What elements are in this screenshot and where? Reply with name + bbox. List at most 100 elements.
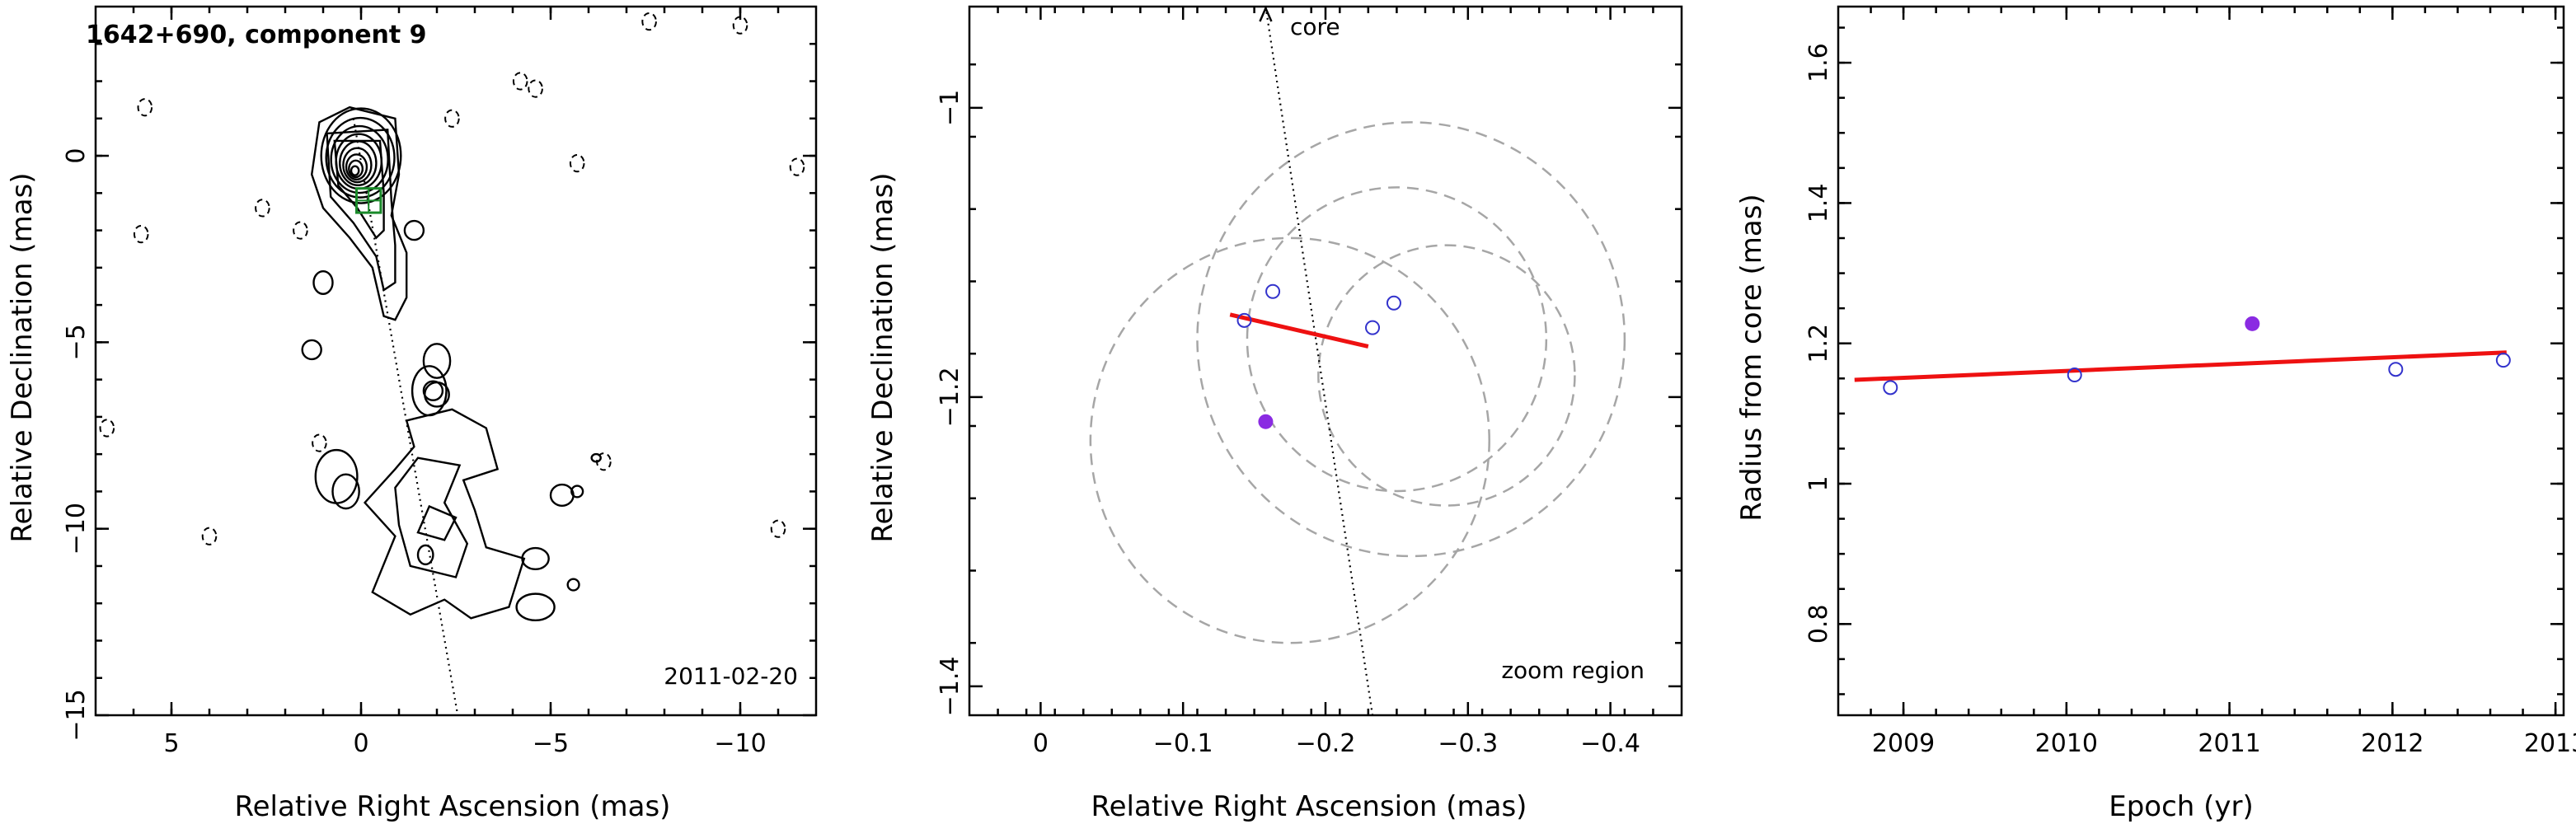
- contour-blob: [515, 592, 556, 622]
- negative-contour: [312, 433, 327, 452]
- panel-contour-map: 5 0 −5 −10 0 −5 −10 −15 1642+690, component 9 2…: [6, 5, 818, 823]
- error-circle: [1317, 244, 1576, 507]
- lobe-contour: [363, 408, 526, 620]
- y-tick-label: 1.6: [1804, 43, 1833, 82]
- error-circle: [1196, 121, 1626, 558]
- core-contour: [320, 107, 402, 204]
- contour-blob: [312, 269, 334, 295]
- data-point-open: [1365, 320, 1381, 335]
- x-axis-label: Epoch (yr): [2109, 790, 2254, 823]
- lobe-contour: [416, 504, 457, 541]
- plot-frame: [1837, 5, 2565, 717]
- core-contour: [342, 147, 373, 184]
- negative-contour: [99, 419, 115, 438]
- x-tick-label: 0: [1033, 729, 1049, 758]
- panel-radius-vs-epoch: 2009 2010 2011 2012 2013 0.8 1 1.2 1.4 1.6 Epoch …: [1735, 5, 2576, 823]
- x-tick-label: −10: [714, 729, 766, 758]
- x-tick-label: 2012: [2361, 729, 2424, 758]
- fit-line: [1854, 350, 2507, 382]
- data-point-filled: [2245, 316, 2260, 331]
- jet-contour: [310, 105, 408, 321]
- negative-contour: [133, 224, 149, 244]
- x-tick-label: 2009: [1872, 729, 1935, 758]
- negative-contour: [569, 153, 585, 173]
- negative-contour: [293, 221, 308, 240]
- x-tick-label: −5: [533, 729, 569, 758]
- contour-blob: [521, 546, 550, 570]
- x-tick-label: 5: [163, 729, 179, 758]
- core-label: core: [1290, 13, 1340, 40]
- y-tick-label: 1: [1804, 475, 1833, 491]
- y-axis-label: Radius from core (mas): [1735, 194, 1768, 521]
- data-point-open: [2388, 362, 2404, 377]
- negative-contour: [137, 98, 153, 117]
- negative-contour: [732, 16, 748, 35]
- negative-contour: [255, 199, 270, 218]
- zoom-region-label: zoom region: [1501, 657, 1645, 684]
- core-contour: [325, 116, 396, 199]
- data-point-open: [1386, 295, 1401, 311]
- panel-zoom-region: 0 −0.1 −0.2 −0.3 −0.4 −1 −1.2 −1.4 core zoom re…: [866, 5, 1683, 823]
- x-tick-label: 0: [353, 729, 368, 758]
- y-tick-label: 1.2: [1804, 324, 1833, 363]
- negative-contour: [770, 519, 786, 538]
- data-point-open: [1236, 312, 1252, 328]
- contour-blob: [301, 339, 322, 361]
- contour-blob: [314, 448, 359, 504]
- contour-blob: [411, 365, 448, 417]
- y-tick-label: −1.4: [936, 656, 964, 716]
- contour-blob: [570, 485, 584, 499]
- fit-line: [1229, 312, 1369, 349]
- jet-contour: [333, 139, 385, 240]
- y-tick-label: −1: [936, 90, 964, 126]
- y-tick-label: −10: [62, 503, 91, 555]
- jet-contour: [326, 129, 396, 292]
- x-tick-label: 2011: [2198, 729, 2260, 758]
- data-point-open: [1265, 283, 1281, 299]
- negative-contour: [789, 157, 805, 176]
- x-tick-label: −0.4: [1580, 729, 1640, 758]
- contour-blob: [416, 544, 434, 566]
- x-tick-label: 2013: [2524, 729, 2576, 758]
- y-tick-label: −5: [62, 324, 91, 360]
- negative-contour: [512, 72, 528, 91]
- y-axis-label: Relative Declination (mas): [6, 172, 39, 542]
- contour-blob: [566, 578, 580, 592]
- negative-contour: [444, 109, 460, 128]
- y-tick-label: 0.8: [1804, 604, 1833, 644]
- x-tick-label: 2010: [2035, 729, 2098, 758]
- x-tick-label: −0.3: [1438, 729, 1498, 758]
- y-tick-label: 0: [62, 148, 91, 164]
- contour-blob: [403, 219, 425, 241]
- y-tick-label: 1.4: [1804, 184, 1833, 223]
- core-arrow-head: [1259, 5, 1273, 22]
- contour-blob: [331, 473, 360, 510]
- negative-contour: [596, 452, 612, 471]
- y-tick-label: −15: [62, 689, 91, 741]
- negative-contour: [201, 527, 218, 545]
- lobe-contour: [394, 456, 469, 578]
- x-axis-label: Relative Right Ascension (mas): [235, 790, 671, 823]
- negative-contour: [528, 79, 543, 98]
- data-point-open: [2067, 368, 2082, 383]
- x-tick-label: −0.1: [1153, 729, 1213, 758]
- negative-contour: [641, 12, 657, 31]
- x-tick-label: −0.2: [1296, 729, 1356, 758]
- core-direction-line: [1265, 6, 1374, 716]
- data-point-open: [1883, 380, 1898, 396]
- plot-frame: [94, 5, 818, 717]
- data-point-open: [2495, 353, 2511, 368]
- contour-blob: [422, 343, 452, 379]
- data-point-filled: [1258, 414, 1274, 429]
- y-tick-label: −1.2: [936, 367, 964, 427]
- core-contour: [345, 153, 368, 181]
- core-contour: [330, 124, 389, 194]
- x-axis-label: Relative Right Ascension (mas): [1091, 790, 1527, 823]
- contour-blob: [422, 380, 444, 401]
- epoch-label: 2011-02-20: [664, 662, 798, 690]
- map-title: 1642+690, component 9: [86, 21, 427, 49]
- y-axis-label: Relative Declination (mas): [866, 172, 899, 542]
- core-contour: [350, 165, 360, 176]
- contour-blob: [549, 483, 575, 508]
